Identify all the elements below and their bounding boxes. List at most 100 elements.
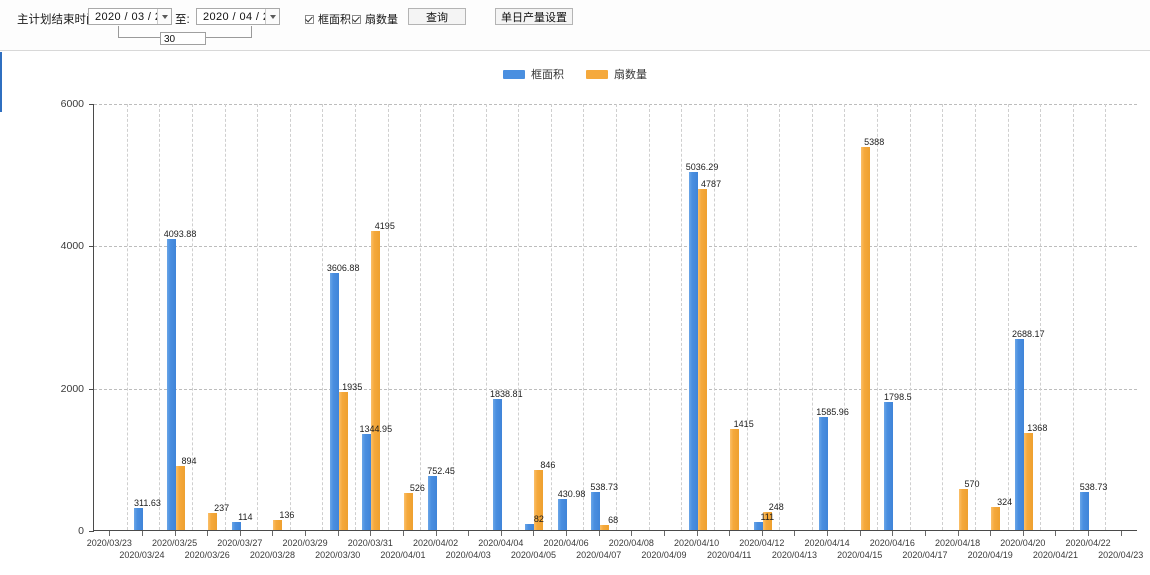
date-span-days-input[interactable]: 30 [160,32,206,45]
daily-output-settings-button[interactable]: 单日产量设置 [495,8,573,25]
x-tick-mark [370,531,372,536]
legend-item-frame-area[interactable]: 框面积 [503,66,564,82]
bar-sash-count[interactable] [599,525,609,530]
x-axis-tick-label: 2020/03/26 [184,550,230,560]
legend-swatch-sash-count [586,69,608,79]
x-tick-mark [696,531,698,536]
x-axis-tick-label: 2020/04/08 [608,538,654,548]
y-gridline [94,388,1137,390]
x-gridline [289,104,291,530]
bar-value-label: 1415 [733,419,754,430]
checkbox-frame-area-label: 框面积 [318,14,351,26]
bar-sash-count[interactable] [371,231,381,530]
x-axis-tick-label: 2020/03/30 [315,550,361,560]
bar-value-label: 1368 [1027,422,1048,433]
x-tick-mark [337,531,339,536]
date-to-value: 2020 / 04 / 23 [203,10,276,23]
x-tick-mark [827,531,829,536]
x-gridline [355,104,356,530]
bar-value-label: 570 [964,479,980,490]
x-axis-tick-label: 2020/04/21 [1032,550,1078,560]
bar-value-label: 430.98 [557,489,586,500]
bar-frame-area[interactable] [819,417,829,530]
bar-value-label: 1838.81 [490,389,523,400]
checkbox-sash-count-box[interactable] [352,14,361,24]
x-gridline [583,104,585,530]
bar-sash-count[interactable] [730,429,740,530]
bar-sash-count[interactable] [338,392,348,530]
bar-value-label: 538.73 [1079,481,1108,492]
x-axis-tick-label: 2020/04/19 [967,550,1013,560]
x-gridline [159,104,161,530]
bar-value-label: 1798.5 [884,392,912,402]
x-axis-tick-label: 2020/04/20 [1000,538,1046,548]
checkbox-sash-count[interactable]: 扇数量 [352,11,398,27]
bar-frame-area[interactable] [231,521,241,530]
bar-value-label: 68 [608,515,619,526]
bar-sash-count[interactable] [762,512,772,530]
bar-sash-count[interactable] [208,513,218,530]
bar-frame-area[interactable] [753,522,763,530]
x-tick-mark [402,531,404,536]
bar-sash-count[interactable] [403,492,413,530]
bar-frame-area[interactable] [688,171,698,530]
bar-sash-count[interactable] [991,506,1001,530]
x-axis-tick-label: 2020/04/09 [641,550,687,560]
x-tick-mark [794,531,796,536]
y-axis-tick-label: 6000 [60,98,84,110]
bar-sash-count[interactable] [958,489,968,530]
bar-value-label: 846 [540,459,556,470]
checkbox-frame-area[interactable]: 框面积 [305,11,351,27]
date-to-picker[interactable]: 2020 / 04 / 23 [196,8,280,25]
bar-value-label: 894 [181,456,197,467]
x-axis-tick-label: 2020/04/05 [510,550,556,560]
x-axis-tick-label: 2020/04/13 [771,550,817,560]
bar-sash-count[interactable] [697,189,707,530]
y-tick-mark [89,246,94,248]
bar-sash-count[interactable] [175,466,185,530]
x-axis-tick-label: 2020/04/14 [804,538,850,548]
bar-sash-count[interactable] [273,520,283,530]
x-axis-tick-label: 2020/04/12 [739,538,785,548]
checkbox-frame-area-box[interactable] [305,14,314,24]
bar-frame-area[interactable] [329,273,339,530]
x-gridline [779,104,781,530]
bar-value-label: 237 [214,503,230,514]
bar-value-label: 2688.17 [1012,328,1045,339]
bar-frame-area[interactable] [884,402,894,530]
bar-frame-area[interactable] [133,507,143,530]
date-from-dropdown-button[interactable] [157,9,171,24]
query-button[interactable]: 查询 [408,8,466,25]
x-tick-mark [305,531,307,536]
x-gridline [257,104,259,530]
bar-value-label: 324 [997,496,1013,507]
bar-frame-area[interactable] [362,434,372,530]
date-from-picker[interactable]: 2020 / 03 / 24 [88,8,172,25]
x-gridline [811,104,813,530]
bar-sash-count[interactable] [534,469,544,530]
x-gridline [844,104,846,530]
x-axis-tick-label: 2020/04/07 [576,550,622,560]
bar-frame-area[interactable] [525,524,535,530]
x-tick-mark [272,531,274,536]
bar-frame-area[interactable] [1014,338,1024,530]
legend-item-sash-count[interactable]: 扇数量 [586,66,647,82]
bar-value-label: 111 [760,512,775,523]
x-axis-tick-label: 2020/04/11 [706,550,752,560]
bar-frame-area[interactable] [590,491,600,530]
bar-frame-area[interactable] [166,238,176,530]
bar-value-label: 1585.96 [816,407,849,418]
bar-frame-area[interactable] [1080,491,1090,530]
bar-sash-count[interactable] [1023,432,1033,530]
x-axis-tick-label: 2020/04/03 [445,550,491,560]
x-gridline [974,104,976,530]
bar-value-label: 4787 [701,179,722,190]
x-gridline [648,104,650,530]
x-axis-tick-label: 2020/04/23 [1098,550,1144,560]
date-to-dropdown-button[interactable] [265,9,279,24]
bar-frame-area[interactable] [427,476,437,530]
bar-frame-area[interactable] [492,399,502,530]
to-label: 至: [175,14,190,26]
bar-sash-count[interactable] [860,146,870,530]
bar-frame-area[interactable] [558,499,568,530]
